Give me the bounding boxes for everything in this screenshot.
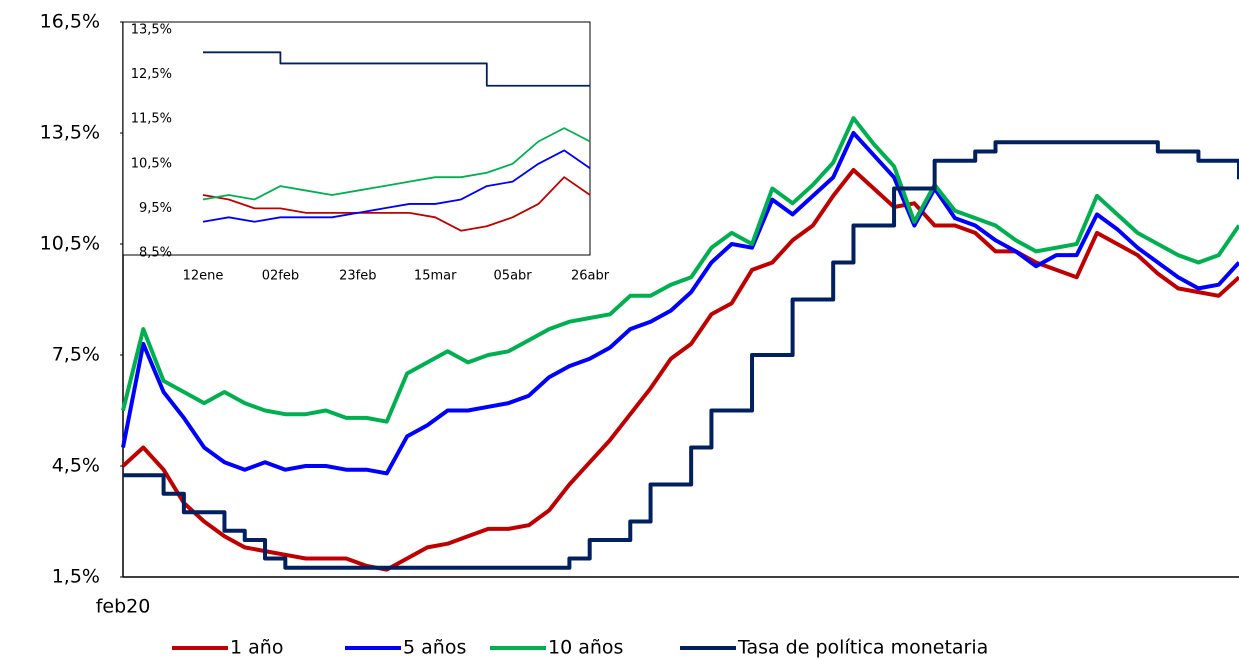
series-line [203, 51, 590, 87]
series-line [121, 131, 1239, 476]
inset-frame [122, 21, 591, 256]
legend-label: Tasa de política monetaria [737, 637, 988, 659]
y-tick-label: 10,5% [131, 156, 172, 171]
y-tick-label: 16,5% [40, 11, 100, 33]
x-tick-label: 12ene [183, 269, 224, 284]
y-tick-label: 1,5% [52, 566, 100, 588]
y-tick-label: 12,5% [131, 67, 172, 82]
y-tick-label: 10,5% [40, 233, 100, 255]
x-tick-label: 02feb [262, 269, 299, 284]
x-tick-label: 05abr [494, 269, 533, 284]
series-line [202, 176, 591, 232]
y-tick-label: 9,5% [139, 201, 172, 216]
y-tick-label: 13,5% [40, 122, 100, 144]
y-tick-label: 11,5% [131, 112, 172, 127]
y-tick-label: 4,5% [52, 455, 100, 477]
x-tick-label: 15mar [414, 269, 457, 284]
y-tick-label: 13,5% [131, 23, 172, 38]
series-line [123, 140, 1239, 570]
x-tick-label: 26abr [571, 269, 610, 284]
series-line [202, 127, 591, 201]
series-line [121, 168, 1239, 572]
x-tick-label: feb20 [96, 596, 151, 618]
x-tick-label: 23feb [339, 269, 376, 284]
legend-label: 1 año [230, 637, 283, 659]
series-line [202, 149, 591, 223]
legend-label: 5 años [403, 637, 466, 659]
legend-label: 10 años [548, 637, 623, 659]
series-line [121, 116, 1239, 424]
y-tick-label: 7,5% [52, 344, 100, 366]
y-tick-label: 8,5% [139, 246, 172, 261]
